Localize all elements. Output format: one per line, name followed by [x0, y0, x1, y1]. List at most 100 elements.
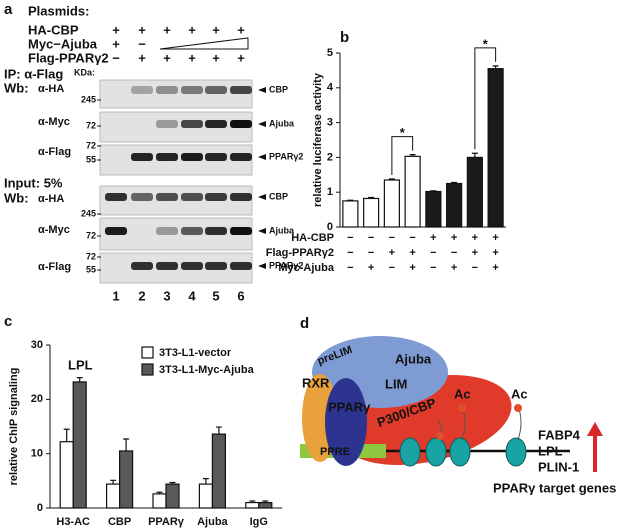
lane-number: 6 [237, 288, 244, 303]
band [205, 262, 227, 270]
target-arrow [258, 194, 266, 200]
error-bar [471, 152, 478, 158]
x-tick-label: Ajuba [197, 516, 228, 528]
band [105, 193, 127, 201]
target-arrow [258, 87, 266, 93]
band [156, 193, 178, 201]
antibody-label: α-HA [38, 83, 64, 95]
error-bar [156, 491, 163, 494]
kda-marker: 72 [86, 251, 96, 261]
bar [258, 501, 273, 509]
kda-marker: 245 [81, 94, 96, 104]
condition-sign: + [389, 247, 395, 259]
condition-sign: + [492, 247, 498, 259]
significance-star: * [400, 125, 406, 140]
panel-label: d [300, 315, 309, 332]
wb-label: Wb: [4, 190, 29, 205]
target-arrow [258, 154, 266, 160]
bar [165, 483, 180, 509]
nucleosome [505, 437, 527, 467]
band [156, 262, 178, 270]
error-bar [110, 479, 117, 485]
acetyl-dots [436, 404, 522, 440]
titration-wedge [159, 37, 249, 50]
band [131, 86, 153, 94]
panel-label: a [4, 1, 13, 18]
section-title: IP: α-Flag [4, 66, 63, 81]
chart-title: LPL [68, 357, 93, 372]
target-label: Ajuba [269, 225, 295, 235]
error-bar [368, 196, 375, 199]
antibody-label: α-Myc [38, 116, 70, 128]
target-label: CBP [269, 191, 288, 201]
condition-label: Myc-Ajuba [278, 262, 335, 274]
blot [99, 79, 253, 109]
plasmid-sign: + [138, 50, 146, 65]
lane-number: 4 [188, 288, 196, 303]
plasmid-sign: + [188, 50, 196, 65]
bar [487, 68, 504, 228]
y-tick-label: 0 [327, 221, 333, 233]
error-bar [63, 428, 70, 442]
plasmid-sign: + [212, 22, 220, 37]
condition-sign: + [409, 262, 415, 274]
plasmid-sign: + [163, 22, 171, 37]
error-bar [347, 199, 354, 201]
target-arrow [258, 263, 266, 269]
kda-marker: 55 [86, 154, 96, 164]
y-tick-label: 2 [327, 151, 333, 163]
error-bar [123, 438, 130, 451]
band [156, 86, 178, 94]
wb-label: Wb: [4, 80, 29, 95]
condition-label: HA-CBP [291, 232, 334, 244]
band [181, 120, 203, 128]
plasmid-label: Myc−Ajuba [28, 36, 98, 51]
condition-sign: + [472, 247, 478, 259]
bar [383, 179, 400, 228]
condition-sign: + [409, 247, 415, 259]
plasmid-sign: − [112, 50, 120, 65]
lane-number: 2 [138, 288, 145, 303]
antibody-label: α-Myc [38, 224, 70, 236]
band [181, 227, 203, 235]
antibody-label: α-Flag [38, 146, 71, 158]
band [181, 153, 203, 161]
y-tick-label: 30 [31, 339, 43, 351]
kda-marker: 72 [86, 230, 96, 240]
band [230, 153, 252, 161]
band [131, 193, 153, 201]
lane-number: 3 [163, 288, 170, 303]
section-title: Input: 5% [4, 175, 63, 190]
target-arrow [258, 228, 266, 234]
condition-sign: − [347, 232, 353, 244]
significance-bracket [474, 47, 497, 150]
condition-sign: − [368, 232, 374, 244]
band [181, 86, 203, 94]
error-bar [409, 154, 416, 157]
acetyl [436, 432, 444, 440]
kda-marker: 55 [86, 264, 96, 274]
target-arrow [258, 121, 266, 127]
condition-sign: + [451, 262, 457, 274]
band [156, 153, 178, 161]
ajuba-label: Ajuba [395, 351, 432, 366]
condition-sign: − [409, 232, 415, 244]
plasmids-title: Plasmids: [28, 3, 89, 18]
condition-sign: + [492, 262, 498, 274]
y-tick-label: 0 [37, 502, 43, 514]
band [205, 120, 227, 128]
ac-label: Ac [454, 386, 471, 401]
caption: PPARγ target genes [493, 480, 616, 495]
bar [425, 190, 442, 228]
bar [59, 441, 74, 509]
band [230, 120, 252, 128]
condition-sign: − [430, 247, 436, 259]
nucleosomes [399, 437, 527, 467]
plasmid-label: HA-CBP [28, 22, 79, 37]
condition-sign: − [389, 232, 395, 244]
condition-sign: − [347, 247, 353, 259]
ac-label: Ac [511, 386, 528, 401]
band [205, 86, 227, 94]
plasmid-sign: + [112, 36, 120, 51]
